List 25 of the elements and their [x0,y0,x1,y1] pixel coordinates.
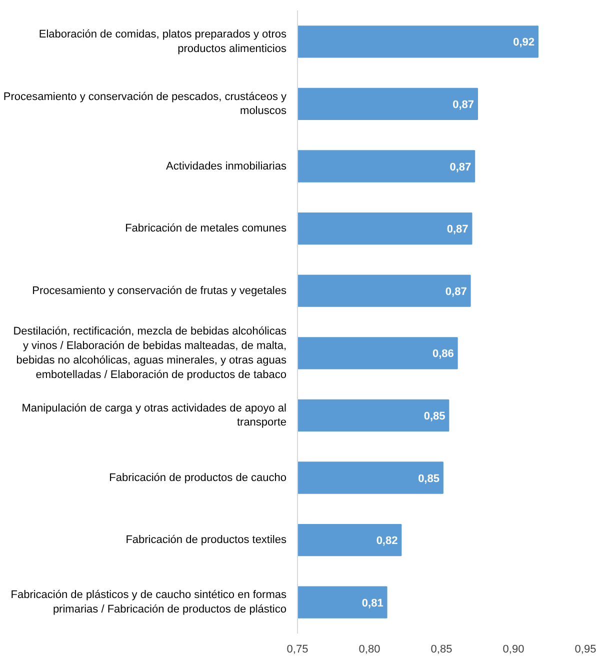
y-tick-label: Elaboración de comidas, platos preparados y otros productos alimenticios [38,28,287,55]
y-tick-label: Actividades inmobiliarias [166,160,287,172]
data-label: 0,87 [450,161,472,174]
y-tick-label: Procesamiento y conservación de frutas y vegetales [32,284,287,297]
data-label: 0,87 [446,224,468,236]
x-tick-label: 0,95 [574,644,596,656]
x-tick-label: 0,75 [286,644,308,656]
data-label: 0,85 [418,472,440,485]
data-label: 0,81 [362,597,384,610]
data-label: 0,82 [376,535,398,548]
y-tick-label: Fabricación de plásticos y de caucho sintético en formas primarias / Fabricación de productos de plástico [10,589,287,616]
x-tick-label: 0,90 [502,644,524,656]
data-label: 0,85 [424,410,446,422]
y-tick-label: Fabricación de metales comunes [125,222,287,235]
y-tick-label: Fabricación de productos de caucho [109,472,287,484]
y-tick-label: Fabricación de productos textiles [126,534,287,546]
data-label: 0,86 [432,348,454,360]
x-tick-label: 0,80 [358,644,380,656]
y-tick-label: Manipulación de carga y otras actividades de apoyo al transporte [22,402,287,429]
y-tick-label: Destilación, rectificación, mezcla de bebidas alcohólicas y vinos / Elaboración de bebidas malteadas, de malta, bebidas no alcohólicas, aguas minerales, y otras aguas embotelladas / Elaboración de productos de tabaco [13,326,287,381]
data-label: 0,87 [445,286,467,298]
y-tick-label: Procesamiento y conservación de pescados, crustáceos y moluscos [3,90,287,118]
x-tick-label: 0,85 [430,644,452,656]
data-label: 0,87 [452,98,474,111]
data-label: 0,92 [513,36,535,49]
